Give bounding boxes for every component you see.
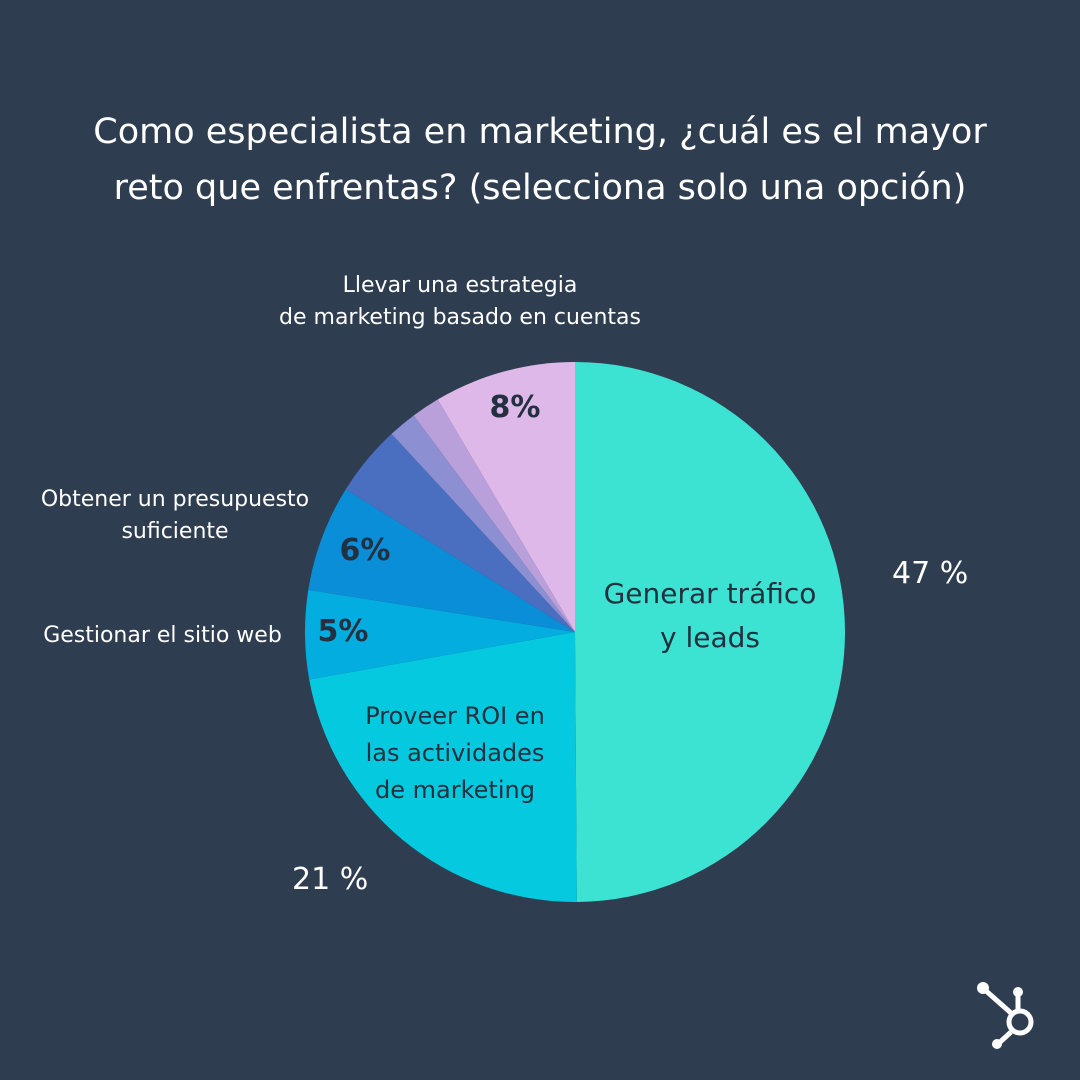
label-abm-line1: Llevar una estrategia: [342, 273, 578, 298]
slice-label-traffic: Generar tráfico y leads: [580, 572, 840, 660]
value-label-traffic: 47 %: [892, 556, 969, 591]
pie-slice-4: [345, 433, 575, 632]
pie-slice-7: [437, 362, 575, 632]
slice-label-roi-line2: las actividades: [365, 739, 545, 767]
label-website: Gestionar el sitio web: [43, 623, 282, 648]
value-label-abm: 8%: [489, 390, 541, 425]
slice-label-traffic-line1: Generar tráfico: [603, 577, 817, 610]
pie-slice-2: [305, 589, 575, 680]
value-label-website: 5%: [317, 614, 369, 649]
label-budget: Obtener un presupuesto suficiente: [20, 484, 330, 548]
value-label-roi: 21 %: [292, 862, 369, 897]
slice-label-roi-line1: Proveer ROI en: [365, 702, 545, 730]
hubspot-sprocket-icon: [977, 982, 1034, 1049]
pie-slice-6: [413, 399, 575, 632]
slice-label-roi: Proveer ROI en las actividades de market…: [340, 698, 570, 809]
label-budget-line1: Obtener un presupuesto: [40, 487, 310, 512]
pie-slice-3: [308, 489, 575, 632]
label-budget-line2: suficiente: [121, 519, 229, 544]
label-abm: Llevar una estrategia de marketing basad…: [230, 270, 690, 334]
title-line-2: reto que enfrentas? (selecciona solo una…: [113, 168, 967, 208]
pie-slice-0: [575, 362, 846, 902]
pie-slice-5: [391, 415, 575, 632]
slice-label-roi-line3: de marketing: [375, 776, 535, 804]
slice-label-traffic-line2: y leads: [660, 621, 760, 654]
chart-title: Como especialista en marketing, ¿cuál es…: [0, 104, 1080, 216]
pie-slice-1: [309, 632, 577, 902]
title-line-1: Como especialista en marketing, ¿cuál es…: [93, 112, 987, 152]
label-abm-line2: de marketing basado en cuentas: [279, 305, 641, 330]
value-label-budget: 6%: [339, 533, 391, 568]
